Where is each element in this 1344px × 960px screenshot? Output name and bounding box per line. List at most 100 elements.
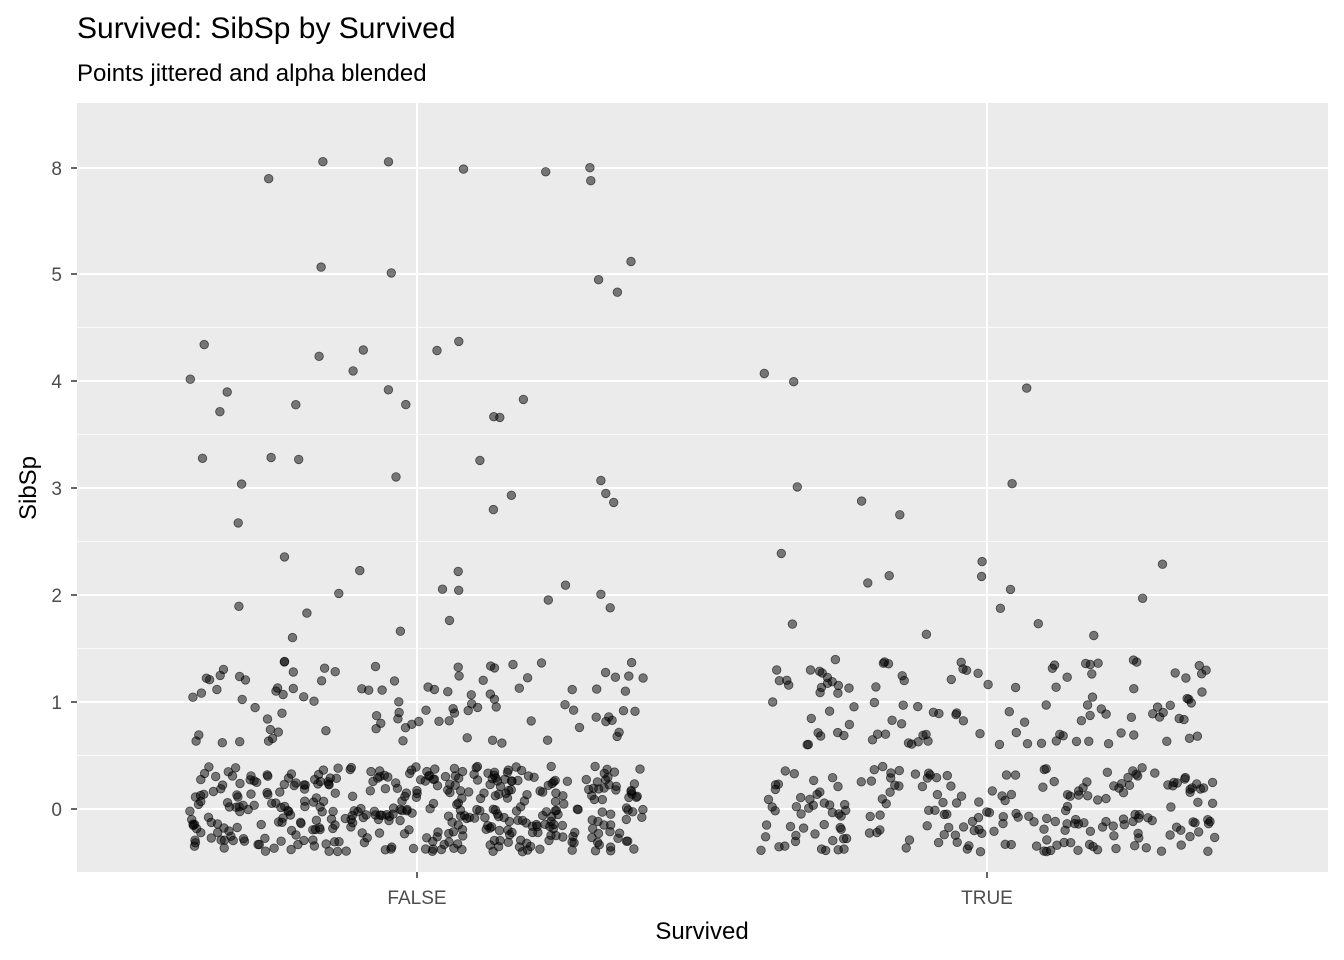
- data-point: [1079, 818, 1089, 828]
- data-point: [235, 778, 245, 789]
- data-point: [593, 275, 604, 285]
- data-point: [269, 843, 279, 853]
- data-point: [1004, 707, 1015, 717]
- data-point: [898, 700, 908, 710]
- data-point: [328, 806, 338, 817]
- data-point: [606, 809, 616, 819]
- data-point: [1129, 730, 1139, 740]
- data-point: [590, 761, 600, 772]
- data-point: [538, 787, 548, 797]
- data-point: [275, 787, 285, 797]
- data-point: [362, 833, 372, 843]
- data-point: [308, 825, 318, 835]
- data-point: [810, 829, 820, 839]
- data-point: [535, 844, 545, 854]
- data-point: [885, 787, 895, 797]
- y-axis-title: SibSp: [15, 456, 42, 520]
- data-point: [395, 815, 405, 826]
- data-point: [347, 810, 358, 821]
- data-point: [398, 736, 408, 746]
- data-point: [610, 672, 621, 682]
- data-point: [1150, 768, 1160, 778]
- data-point: [910, 769, 921, 779]
- data-point: [219, 823, 229, 833]
- data-point: [1166, 802, 1176, 812]
- data-point: [450, 780, 460, 790]
- data-point: [1036, 738, 1047, 749]
- data-point: [605, 603, 615, 613]
- data-point: [878, 761, 888, 772]
- data-point: [397, 796, 407, 806]
- x-axis-title: Survived: [655, 918, 748, 945]
- data-point: [585, 162, 595, 173]
- data-point: [1209, 832, 1220, 843]
- data-point: [444, 615, 455, 626]
- data-point: [405, 768, 415, 779]
- data-point: [1000, 839, 1010, 850]
- data-point: [1147, 709, 1158, 719]
- data-point: [1087, 669, 1097, 679]
- data-point: [805, 794, 815, 805]
- data-point: [1073, 786, 1084, 796]
- data-point: [399, 829, 410, 839]
- data-point: [785, 821, 796, 832]
- data-point: [280, 801, 290, 812]
- data-point: [332, 846, 343, 857]
- data-point: [1042, 835, 1052, 845]
- data-point: [1041, 700, 1051, 710]
- data-point: [1065, 791, 1075, 801]
- data-point: [626, 657, 637, 668]
- data-point: [1193, 827, 1204, 837]
- data-point: [299, 692, 309, 702]
- data-point: [806, 713, 817, 724]
- data-point: [1193, 797, 1203, 808]
- data-point: [838, 834, 849, 844]
- data-point: [250, 702, 260, 713]
- data-point: [1073, 845, 1083, 856]
- data-point: [222, 387, 232, 397]
- data-point: [1101, 793, 1111, 804]
- data-point: [1102, 767, 1113, 778]
- data-point: [816, 844, 827, 854]
- data-point: [626, 785, 636, 796]
- data-point: [310, 774, 320, 785]
- data-point: [629, 844, 639, 854]
- data-point: [288, 683, 299, 694]
- data-point: [466, 690, 477, 700]
- data-point: [374, 828, 385, 838]
- data-point: [621, 803, 632, 813]
- data-point: [330, 788, 341, 798]
- data-point: [204, 675, 215, 685]
- data-point: [485, 823, 495, 833]
- data-point: [1058, 731, 1068, 741]
- data-point: [237, 694, 247, 705]
- data-point: [196, 828, 206, 838]
- data-point: [1156, 846, 1167, 856]
- data-point: [1184, 733, 1195, 744]
- data-point: [495, 781, 506, 792]
- data-point: [975, 847, 986, 857]
- data-point: [371, 724, 381, 734]
- data-point: [475, 455, 485, 466]
- data-point: [1045, 845, 1056, 856]
- data-point: [620, 686, 631, 696]
- data-point: [196, 688, 207, 698]
- data-point: [472, 702, 483, 713]
- data-point: [532, 821, 542, 832]
- data-point: [1021, 383, 1032, 393]
- data-point: [395, 804, 405, 815]
- data-point: [1011, 727, 1022, 738]
- chart-subtitle: Points jittered and alpha blended: [77, 60, 427, 87]
- data-point: [215, 407, 225, 417]
- data-point: [1133, 828, 1143, 839]
- data-point: [345, 764, 355, 775]
- data-point: [814, 666, 825, 677]
- data-point: [761, 820, 772, 830]
- data-point: [866, 776, 877, 786]
- data-point: [389, 676, 400, 686]
- data-point: [504, 816, 515, 827]
- data-point: [592, 684, 602, 694]
- data-point: [956, 791, 967, 801]
- data-point: [557, 820, 568, 831]
